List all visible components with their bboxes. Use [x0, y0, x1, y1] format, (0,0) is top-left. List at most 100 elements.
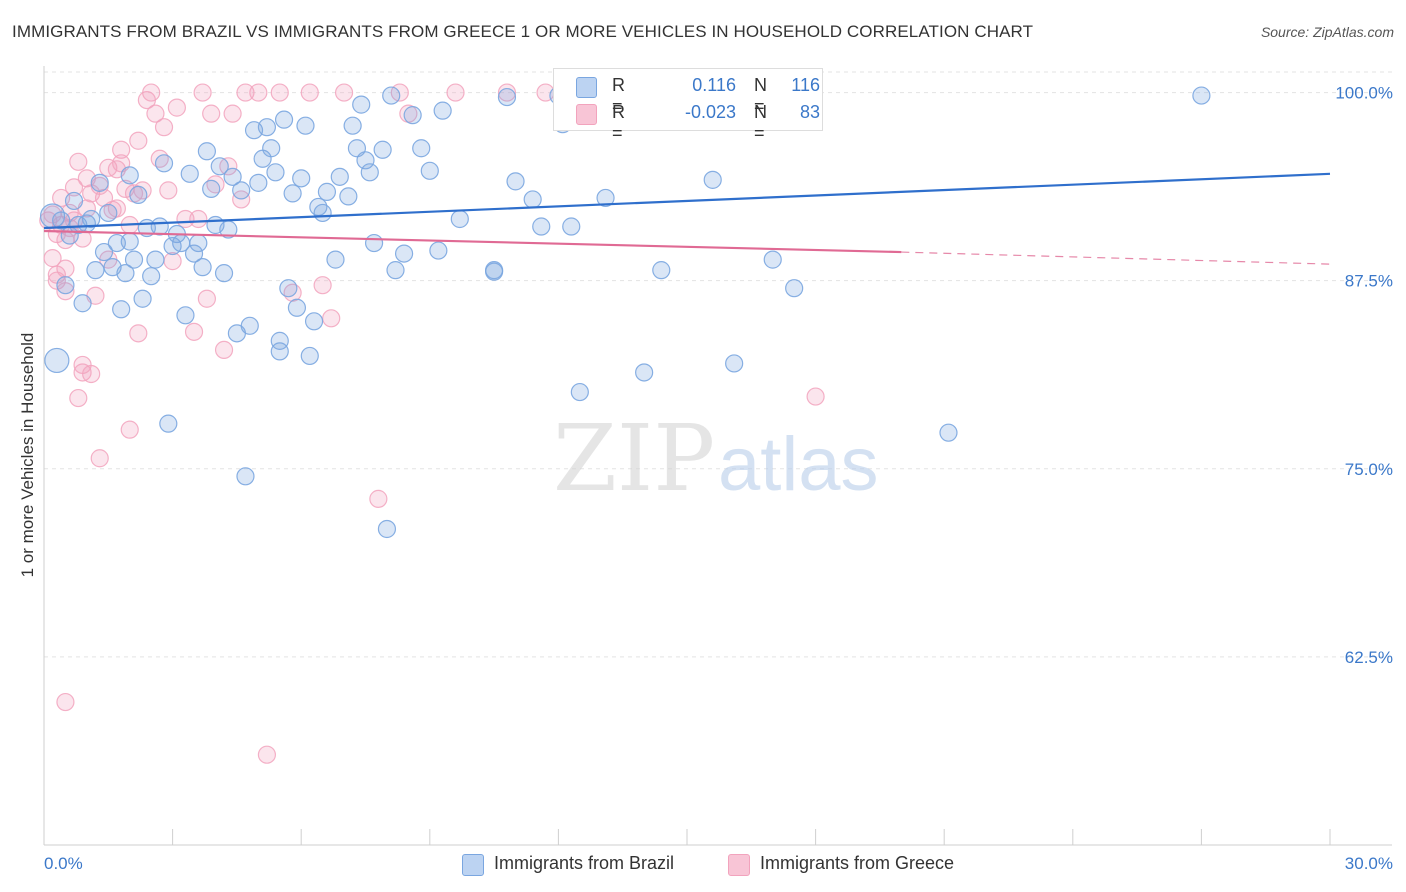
brazil-point [90, 173, 109, 192]
greece-point [257, 745, 277, 764]
brazil-point [86, 261, 105, 280]
brazil-n-value: 116 [791, 75, 820, 95]
brazil-point [210, 157, 229, 176]
brazil-point [142, 267, 161, 286]
brazil-point [523, 190, 542, 209]
watermark-atlas: atlas [718, 422, 879, 507]
brazil-point [180, 164, 199, 183]
watermark: ZIP atlas [553, 405, 879, 512]
greece-point [90, 449, 109, 468]
brazil-point [1192, 86, 1211, 105]
greece-point [82, 364, 101, 384]
greece-point [146, 104, 165, 123]
brazil-point [257, 118, 277, 137]
brazil-point [420, 161, 439, 180]
greece-point [322, 309, 341, 328]
brazil-point [270, 331, 289, 350]
greece-point [300, 83, 319, 102]
greece-point [69, 152, 88, 171]
greece-point [167, 98, 186, 117]
y-tick-label: 62.5% [1345, 648, 1393, 667]
brazil-point [99, 203, 118, 223]
brazil-point [360, 163, 379, 182]
brazil-trend-line [43, 172, 1331, 230]
brazil-point [249, 173, 268, 192]
brazil-point [236, 467, 255, 486]
brazil-point [373, 140, 392, 159]
brazil-point [412, 139, 431, 158]
y-tick-label: 75.0% [1345, 460, 1393, 479]
brazil-point [82, 209, 101, 229]
greece-point [69, 388, 88, 408]
greece-point [189, 209, 208, 229]
greece-swatch [576, 104, 597, 125]
brazil-point [52, 211, 71, 230]
brazil-point [283, 184, 302, 203]
greece-legend-label: Immigrants from Greece [760, 853, 955, 873]
brazil-point [382, 86, 401, 105]
brazil-point [154, 154, 174, 173]
brazil-point [133, 289, 152, 308]
greece-point [184, 322, 204, 341]
greece-point [223, 104, 242, 123]
greece-point [129, 131, 148, 150]
greece-point [369, 489, 388, 508]
brazil-point [287, 298, 307, 317]
brazil-point [635, 363, 654, 382]
greece-n-label: N = [754, 102, 767, 143]
brazil-point [44, 347, 70, 374]
x-tick-label: 0.0% [44, 854, 83, 873]
brazil-point [116, 264, 135, 283]
axes [43, 66, 1392, 846]
greece-point [112, 140, 131, 159]
greece-point [107, 199, 126, 218]
y-tick-label: 87.5% [1345, 272, 1393, 291]
brazil-point [429, 241, 448, 260]
brazil-point [330, 167, 349, 186]
greece-point [806, 387, 825, 406]
brazil-point [223, 167, 242, 186]
greece-trend-extension [901, 251, 1331, 265]
brazil-point [202, 179, 221, 198]
brazil-point [129, 185, 148, 205]
greece-point [313, 276, 332, 295]
brazil-point [64, 191, 84, 211]
brazil-point [763, 250, 782, 269]
brazil-point [120, 232, 139, 251]
greece-point [334, 83, 354, 102]
greece-point [56, 282, 75, 301]
brazil-point [112, 300, 131, 319]
trend-lines [43, 172, 1331, 265]
brazil-point [270, 342, 289, 361]
greece-r-label: R = [612, 102, 625, 143]
brazil-points [39, 86, 1211, 539]
brazil-point [785, 279, 804, 298]
greece-point [497, 83, 517, 102]
brazil-point [56, 276, 75, 295]
brazil-point [725, 354, 744, 373]
watermark-zip: ZIP [553, 405, 715, 512]
brazil-point [279, 279, 298, 298]
brazil-point [292, 169, 311, 188]
gridlines [44, 71, 1392, 658]
brazil-point [939, 423, 958, 442]
greece-n-value: 83 [799, 102, 820, 122]
brazil-point [339, 187, 358, 206]
brazil-point [189, 233, 208, 253]
greece-point [236, 83, 255, 102]
brazil-r-label: R = [612, 75, 625, 116]
greece-point [142, 83, 161, 102]
greece-point [446, 83, 465, 102]
greece-point [56, 692, 75, 712]
greece-point [249, 83, 268, 102]
brazil-point [570, 382, 589, 402]
greece-point [64, 178, 84, 197]
y-axis-label: 1 or more Vehicles in Household [18, 332, 37, 578]
brazil-point [352, 95, 371, 114]
brazil-point [232, 181, 251, 200]
brazil-point [506, 172, 525, 191]
greece-point [270, 83, 289, 102]
greece-trend-line [43, 229, 902, 254]
brazil-point [394, 244, 414, 263]
brazil-point [652, 261, 671, 280]
